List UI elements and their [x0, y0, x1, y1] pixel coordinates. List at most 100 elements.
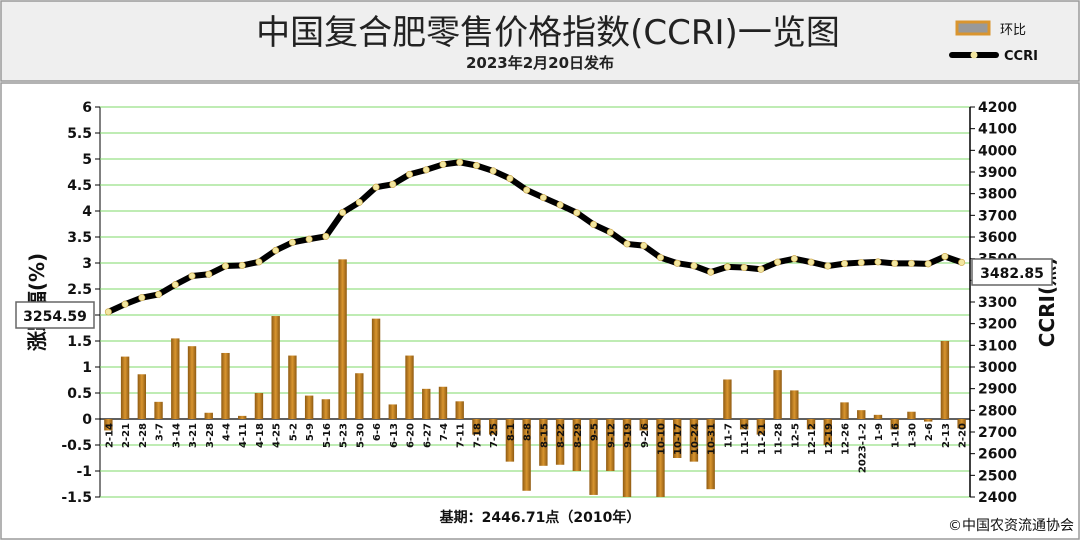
- legend-line-marker: [970, 51, 978, 59]
- ccri-point-15: [355, 198, 363, 206]
- x-tick-label: 4-11: [238, 423, 249, 448]
- y-left-tick-label: 4.5: [67, 178, 92, 194]
- last-value-callout-box: [971, 258, 1053, 286]
- bar-mom-40: [773, 370, 782, 419]
- legend-bar-label: 环比: [1000, 23, 1026, 38]
- bar-mom-11: [288, 355, 297, 419]
- y-right-tick-label: 3100: [978, 338, 1017, 354]
- ccri-point-2: [138, 294, 146, 302]
- bar-mom-29: [589, 419, 598, 495]
- bar-mom-13: [321, 399, 331, 419]
- x-tick-label: 7-4: [439, 423, 450, 441]
- bar-mom-39: [756, 419, 766, 435]
- y-right-tick-label: 4000: [978, 143, 1017, 159]
- bar-mom-12: [304, 395, 314, 419]
- x-tick-label: 10-24: [690, 423, 701, 455]
- ccri-point-46: [874, 258, 882, 266]
- bar-mom-51: [957, 419, 966, 429]
- y-left-tick-label: -0.5: [61, 438, 92, 454]
- ccri-point-10: [272, 246, 280, 254]
- x-tick-label: 1-30: [907, 423, 918, 448]
- x-tick-label: 7-25: [489, 423, 500, 448]
- ccri-point-28: [573, 209, 581, 217]
- ccri-point-24: [506, 175, 514, 183]
- x-tick-label: 2-20: [958, 423, 969, 448]
- x-tick-label: 2-21: [121, 423, 132, 448]
- bar-mom-16: [371, 318, 381, 419]
- bar-mom-46: [873, 414, 883, 419]
- x-tick-label: 2-6: [924, 423, 935, 441]
- ccri-point-5: [188, 272, 196, 280]
- base-period-note: 基期：2446.71点（2010年）: [440, 509, 641, 526]
- bar-mom-8: [238, 415, 247, 419]
- y-left-tick-label: 2.5: [67, 282, 92, 298]
- ccri-point-38: [740, 264, 748, 272]
- bar-mom-42: [806, 419, 816, 430]
- bar-mom-43: [823, 419, 832, 445]
- bar-mom-10: [271, 316, 280, 419]
- bar-mom-47: [890, 419, 899, 430]
- ccri-line: [107, 159, 963, 315]
- legend-line-label: CCRI: [1004, 49, 1038, 64]
- ccri-point-0: [104, 308, 112, 316]
- y-right-tick-label: 3600: [978, 230, 1017, 246]
- x-tick-label: 2-14: [104, 423, 115, 448]
- x-tick-label: 10-31: [707, 423, 718, 455]
- bar-mom-36: [706, 419, 715, 490]
- bar-mom-1: [120, 356, 130, 419]
- bar-mom-49: [923, 419, 933, 422]
- x-tick-label: 8-1: [506, 423, 517, 441]
- x-tick-label: 12-12: [807, 423, 818, 455]
- bar-mom-7: [221, 352, 230, 419]
- bar-mom-6: [204, 412, 213, 419]
- ccri-point-33: [656, 254, 664, 262]
- ccri-point-49: [924, 260, 932, 268]
- ccri-point-12: [305, 235, 313, 243]
- y-left-tick-label: -1: [76, 464, 92, 480]
- ccri-point-6: [205, 270, 213, 278]
- x-tick-label: 11-28: [774, 423, 785, 455]
- ccri-point-42: [807, 258, 815, 266]
- x-tick-label: 10-10: [656, 423, 667, 455]
- y-right-tick-label: 4200: [978, 100, 1017, 116]
- x-tick-label: 9-26: [640, 423, 651, 448]
- x-tick-label: 12-26: [841, 423, 852, 455]
- ccri-point-19: [422, 166, 430, 174]
- x-tick-label: 12-19: [824, 423, 835, 455]
- first-value-callout: 3254.59: [15, 301, 95, 329]
- bar-mom-38: [739, 419, 749, 430]
- bar-mom-5: [187, 346, 197, 419]
- bar-mom-44: [840, 402, 849, 419]
- bar-mom-24: [505, 419, 515, 462]
- y-right-tick-label: 4100: [978, 122, 1017, 138]
- ccri-point-23: [489, 167, 497, 175]
- ccri-point-4: [171, 281, 179, 289]
- x-tick-label: 11-21: [757, 423, 768, 455]
- bars-layer: [104, 259, 966, 497]
- ccri-point-27: [556, 201, 564, 209]
- legend-bar-swatch: [955, 20, 991, 36]
- bar-mom-50: [940, 341, 950, 419]
- bar-mom-14: [338, 259, 347, 419]
- ccri-point-18: [406, 170, 414, 178]
- y-right-tick-label: 2900: [978, 382, 1017, 398]
- x-tick-label: 6-20: [406, 423, 417, 448]
- ccri-line-layer: [104, 158, 966, 316]
- y-left-tick-label: 1: [82, 360, 92, 376]
- x-tick-label: 6-27: [422, 423, 433, 448]
- x-tick-label: 2-13: [941, 423, 952, 448]
- x-tick-label: 9-5: [590, 423, 601, 441]
- bar-mom-26: [539, 419, 548, 466]
- last-value-callout: 3482.85: [971, 258, 1053, 286]
- x-tick-label: 11-14: [740, 423, 751, 455]
- bar-mom-9: [254, 393, 264, 419]
- x-tick-labels: 2-14 2-21 2-28 3-7 3-14 3-21 3-28 4-4 4-11 4-18 4-…: [104, 423, 968, 473]
- x-tick-label: 5-30: [355, 423, 366, 448]
- x-tick-label: 10-17: [673, 423, 684, 455]
- ccri-point-8: [238, 261, 246, 269]
- x-tick-label: 4-4: [221, 423, 232, 441]
- ccri-point-48: [907, 259, 915, 267]
- bar-mom-34: [673, 419, 682, 458]
- x-tick-label: 5-16: [322, 423, 333, 448]
